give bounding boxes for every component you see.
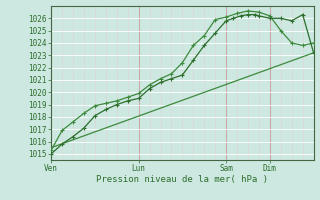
X-axis label: Pression niveau de la mer( hPa ): Pression niveau de la mer( hPa ) [96,175,268,184]
